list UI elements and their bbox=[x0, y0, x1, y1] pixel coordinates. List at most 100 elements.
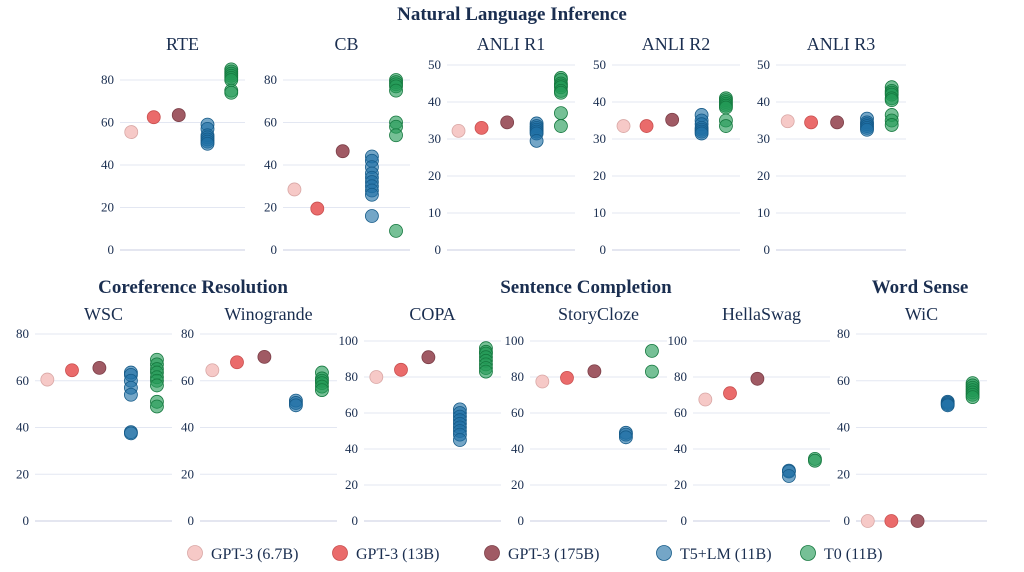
legend-item-gpt-3-6-7b: GPT-3 (6.7B) bbox=[187, 545, 298, 563]
chart-panels: RTE 0 20 40 60 80 CB 0 20 40 60 80 ANLI R1 0 10 20 30 40 5… bbox=[16, 34, 987, 528]
y-tick-label: 60 bbox=[101, 115, 114, 130]
point-gpt-3-13b bbox=[310, 201, 325, 216]
point-gpt-3-13b bbox=[146, 110, 161, 125]
point-gpt-3-175b bbox=[665, 112, 680, 127]
panel-title: ANLI R1 bbox=[477, 34, 546, 54]
y-tick-label: 80 bbox=[181, 326, 194, 341]
point-gpt-3-175b bbox=[171, 108, 186, 122]
panel-anli-r3: ANLI R3 0 10 20 30 40 50 bbox=[757, 34, 906, 257]
y-tick-label: 40 bbox=[16, 420, 29, 435]
point-t5-lm-11b bbox=[123, 387, 138, 402]
y-tick-label: 30 bbox=[757, 131, 770, 146]
point-t0-11b bbox=[719, 100, 733, 115]
point-t5-lm-11b bbox=[452, 433, 467, 447]
y-tick-label: 60 bbox=[264, 115, 277, 130]
legend-label: T0 (11B) bbox=[824, 546, 883, 563]
legend-marker bbox=[332, 545, 348, 561]
panel-title: HellaSwag bbox=[722, 304, 801, 324]
point-gpt-3-6-7b bbox=[860, 514, 875, 528]
y-tick-label: 60 bbox=[837, 373, 850, 388]
y-tick-label: 30 bbox=[428, 131, 441, 146]
y-tick-label: 20 bbox=[837, 466, 850, 481]
point-t0-11b bbox=[150, 399, 164, 414]
y-tick-label: 0 bbox=[271, 242, 278, 257]
point-t0-11b bbox=[150, 378, 164, 393]
y-tick-label: 0 bbox=[764, 242, 771, 257]
y-tick-label: 20 bbox=[345, 477, 358, 492]
y-tick-label: 40 bbox=[345, 441, 358, 456]
point-t0-11b bbox=[884, 93, 899, 108]
point-gpt-3-175b bbox=[257, 350, 272, 364]
panel-cb: CB 0 20 40 60 80 bbox=[264, 34, 410, 257]
panel-title: ANLI R2 bbox=[642, 34, 711, 54]
legend-item-t5-lm-11b: T5+LM (11B) bbox=[656, 545, 772, 563]
panel-hellaswag: HellaSwag 0 20 40 60 80 100 bbox=[668, 304, 830, 528]
point-gpt-3-13b bbox=[884, 514, 899, 528]
panel-wsc: WSC 0 20 40 60 80 bbox=[16, 304, 172, 528]
y-tick-label: 30 bbox=[593, 131, 606, 146]
legend-item-t0-11b: T0 (11B) bbox=[800, 545, 883, 563]
y-tick-label: 80 bbox=[345, 369, 358, 384]
y-tick-label: 10 bbox=[428, 205, 441, 220]
point-gpt-3-6-7b bbox=[616, 119, 631, 133]
point-t5-lm-11b bbox=[364, 209, 379, 223]
point-gpt-3-13b bbox=[230, 355, 244, 370]
y-tick-label: 60 bbox=[16, 373, 29, 388]
y-tick-label: 50 bbox=[428, 57, 441, 72]
point-t5-lm-11b bbox=[200, 136, 215, 151]
y-tick-label: 100 bbox=[339, 333, 359, 348]
panel-title: CB bbox=[334, 34, 358, 54]
legend-item-gpt-3-13b: GPT-3 (13B) bbox=[332, 545, 439, 563]
point-t5-lm-11b bbox=[529, 133, 544, 148]
legend-label: GPT-3 (175B) bbox=[508, 546, 599, 563]
point-gpt-3-13b bbox=[804, 115, 818, 130]
point-t0-11b bbox=[389, 223, 403, 238]
y-tick-label: 20 bbox=[674, 477, 687, 492]
legend-marker bbox=[484, 545, 500, 561]
point-gpt-3-6-7b bbox=[451, 123, 466, 138]
group-title-nli: Natural Language Inference bbox=[397, 4, 627, 25]
point-t5-lm-11b bbox=[123, 426, 138, 441]
panel-title: RTE bbox=[166, 34, 199, 54]
point-t0-11b bbox=[719, 119, 733, 133]
y-tick-label: 80 bbox=[264, 72, 277, 87]
panel-storycloze: StoryCloze 0 20 40 60 80 100 bbox=[505, 304, 667, 528]
point-t0-11b bbox=[554, 106, 568, 120]
y-tick-label: 0 bbox=[435, 242, 442, 257]
legend-label: GPT-3 (6.7B) bbox=[211, 546, 298, 563]
panel-title: WSC bbox=[84, 304, 123, 324]
panel-copa: COPA 0 20 40 60 80 100 bbox=[339, 304, 501, 528]
point-gpt-3-6-7b bbox=[535, 374, 550, 389]
point-t0-11b bbox=[389, 83, 403, 98]
y-tick-label: 40 bbox=[593, 94, 606, 109]
point-gpt-3-175b bbox=[335, 144, 350, 159]
point-gpt-3-175b bbox=[830, 115, 844, 130]
y-tick-label: 100 bbox=[668, 333, 688, 348]
y-tick-label: 20 bbox=[16, 466, 29, 481]
y-tick-label: 60 bbox=[511, 405, 524, 420]
y-tick-label: 60 bbox=[674, 405, 687, 420]
point-t5-lm-11b bbox=[782, 469, 796, 483]
point-t0-11b bbox=[554, 85, 568, 100]
point-gpt-3-175b bbox=[500, 115, 515, 130]
point-gpt-3-6-7b bbox=[40, 372, 55, 387]
y-tick-label: 40 bbox=[674, 441, 687, 456]
point-gpt-3-6-7b bbox=[205, 363, 220, 378]
point-gpt-3-175b bbox=[750, 371, 765, 386]
point-gpt-3-175b bbox=[587, 364, 602, 379]
y-tick-label: 0 bbox=[23, 513, 30, 528]
point-t0-11b bbox=[315, 383, 329, 398]
point-gpt-3-6-7b bbox=[287, 182, 302, 197]
point-t0-11b bbox=[808, 453, 822, 468]
legend-label: T5+LM (11B) bbox=[680, 546, 772, 563]
y-tick-label: 0 bbox=[518, 513, 525, 528]
legend-marker bbox=[187, 545, 203, 561]
point-t5-lm-11b bbox=[940, 398, 955, 413]
panel-title: StoryCloze bbox=[558, 304, 639, 324]
y-tick-label: 50 bbox=[757, 57, 770, 72]
y-tick-label: 20 bbox=[181, 466, 194, 481]
panel-title: COPA bbox=[409, 304, 455, 324]
y-tick-label: 0 bbox=[188, 513, 195, 528]
point-t5-lm-11b bbox=[619, 430, 633, 445]
y-tick-label: 0 bbox=[108, 242, 115, 257]
